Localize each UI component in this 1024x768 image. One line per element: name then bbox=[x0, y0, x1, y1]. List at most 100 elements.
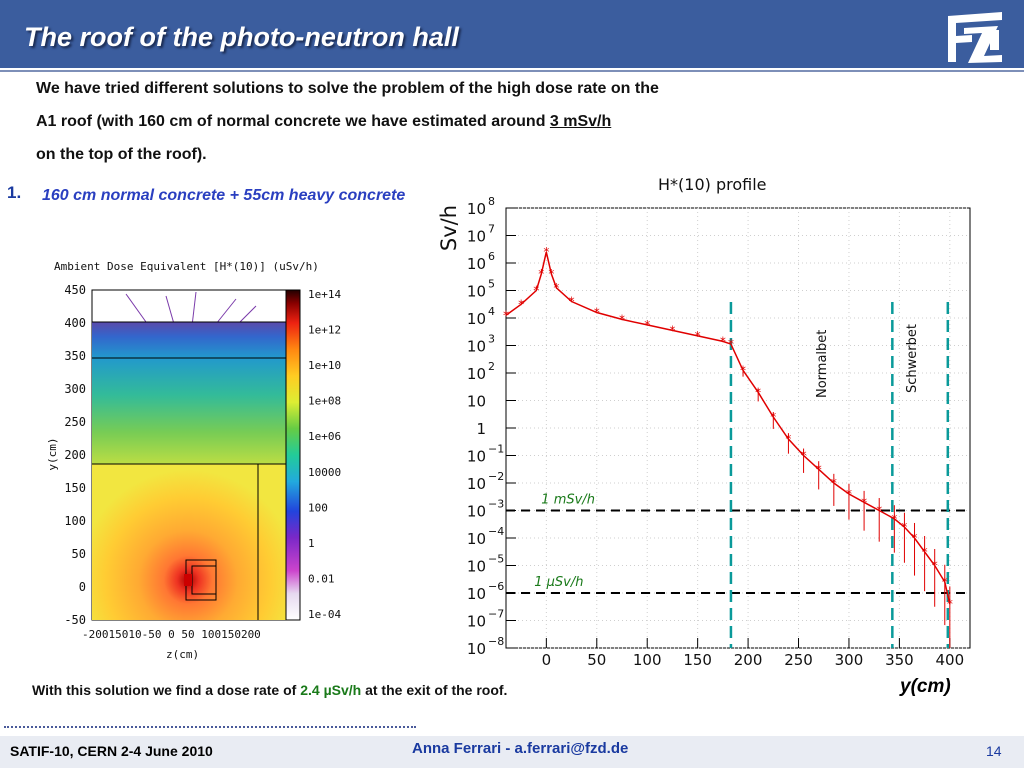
dose-estimate: 3 mSv/h bbox=[549, 113, 612, 130]
item-text: 160 cm normal concrete + 55cm heavy conc… bbox=[42, 187, 406, 204]
y-tick-label: 10 bbox=[467, 255, 486, 273]
conclusion: With this solution we find a dose rate o… bbox=[32, 682, 507, 698]
map-title: Ambient Dose Equivalent [H*(10)] (uSv/h) bbox=[54, 260, 319, 273]
map-y-tick-label: 300 bbox=[64, 382, 86, 396]
y-tick-label: 10 bbox=[467, 365, 486, 383]
x-tick-label: 0 bbox=[542, 651, 552, 668]
profile-point: * bbox=[543, 245, 549, 259]
footer-dotted-rule bbox=[4, 726, 416, 728]
y-tick-label: 10 bbox=[467, 228, 486, 246]
y-tick-exponent: −2 bbox=[488, 470, 504, 483]
y-tick-exponent: 8 bbox=[488, 195, 495, 208]
profile-point: * bbox=[644, 318, 650, 332]
header-divider bbox=[0, 70, 1024, 72]
profile-points: ********* * * * * * ****************** bbox=[503, 245, 953, 611]
y-tick-label: 1 bbox=[476, 420, 486, 438]
map-y-tick-label: 0 bbox=[79, 580, 86, 594]
profile-point: * bbox=[932, 559, 938, 573]
y-tick-exponent: −4 bbox=[488, 525, 504, 538]
x-tick-label: 350 bbox=[885, 651, 914, 668]
map-y-tick-label: 450 bbox=[64, 283, 86, 297]
map-y-ticks: 450 400 350 300 250 200 150 100 50 0 -50 bbox=[64, 283, 86, 627]
colorbar-tick-label: 1e+10 bbox=[308, 359, 341, 372]
profile-point: * bbox=[538, 267, 544, 281]
y-tick-exponent: −1 bbox=[488, 443, 504, 456]
profile-point: * bbox=[533, 284, 539, 298]
profile-point: * bbox=[669, 323, 675, 337]
map-y-tick-label: 200 bbox=[64, 448, 86, 462]
colorbar-tick-label: 100 bbox=[308, 501, 328, 514]
profile-point: * bbox=[728, 337, 734, 351]
y-tick-exponent: −3 bbox=[488, 498, 504, 511]
map-x-axis-label: z(cm) bbox=[166, 648, 199, 661]
profile-point: * bbox=[861, 495, 867, 509]
profile-point: * bbox=[695, 329, 701, 343]
x-tick-label: 200 bbox=[734, 651, 763, 668]
intro-line-2: A1 roof (with 160 cm of normal concrete … bbox=[36, 113, 611, 131]
profile-point: * bbox=[553, 281, 559, 295]
colorbar-tick-label: 1e-04 bbox=[308, 608, 341, 621]
shield-boundaries bbox=[729, 302, 950, 648]
y-tick-label: 10 bbox=[467, 448, 486, 466]
y-tick-label: 10 bbox=[467, 613, 486, 631]
y-tick-label: 10 bbox=[467, 310, 486, 328]
profile-point: * bbox=[891, 512, 897, 526]
y-tick-label: 10 bbox=[467, 475, 486, 493]
x-tick-label: 150 bbox=[683, 651, 712, 668]
map-x-ticks: -20015010-50 0 50 100150200 bbox=[82, 628, 261, 641]
profile-point: * bbox=[831, 476, 837, 490]
y-tick-label: 10 bbox=[467, 585, 486, 603]
y-tick-label: 10 bbox=[467, 200, 486, 218]
slide-title: The roof of the photo-neutron hall bbox=[24, 22, 459, 52]
map-lower-region bbox=[92, 464, 286, 620]
y-tick-label: 10 bbox=[467, 503, 486, 521]
colorbar-tick-label: 1 bbox=[308, 537, 315, 550]
profile-line bbox=[505, 251, 951, 605]
conclusion-text-pre: With this solution we find a dose rate o… bbox=[32, 682, 301, 698]
map-heavy-concrete bbox=[92, 358, 286, 464]
footer-bar bbox=[0, 736, 1024, 768]
colorbar-labels: 1e+14 1e+12 1e+10 1e+08 1e+06 10000 100 1 0.01 1e… bbox=[308, 288, 341, 621]
profile-point: * bbox=[876, 504, 882, 518]
profile-point: * bbox=[569, 295, 575, 309]
reference-lines: 1 mSv/h 1 µSv/h bbox=[506, 493, 970, 594]
map-y-tick-label: 350 bbox=[64, 349, 86, 363]
y-tick-label: 10 bbox=[467, 558, 486, 576]
map-y-tick-label: 400 bbox=[64, 316, 86, 330]
profile-point: * bbox=[947, 597, 953, 611]
x-tick-label: 100 bbox=[633, 651, 662, 668]
profile-title: H*(10) profile bbox=[658, 175, 767, 194]
profile-point: * bbox=[785, 432, 791, 446]
y-tick-label: 10 bbox=[467, 283, 486, 301]
reference-label: 1 µSv/h bbox=[534, 575, 583, 590]
conclusion-text-post: at the exit of the roof. bbox=[361, 682, 508, 698]
profile-point: * bbox=[755, 385, 761, 399]
profile-point: * bbox=[740, 363, 746, 377]
profile-point: * bbox=[503, 308, 509, 322]
fzd-logo-icon bbox=[948, 12, 1002, 63]
colorbar-tick-label: 1e+08 bbox=[308, 395, 341, 408]
x-tick-label: 50 bbox=[587, 651, 606, 668]
map-y-tick-label: 250 bbox=[64, 415, 86, 429]
map-air-region bbox=[92, 322, 286, 358]
y-tick-label: 10 bbox=[467, 640, 486, 658]
footer-conference: SATIF-10, CERN 2-4 June 2010 bbox=[10, 743, 213, 759]
colorbar-tick-label: 0.01 bbox=[308, 572, 335, 585]
item-number: 1. bbox=[7, 183, 22, 202]
y-tick-label: 10 bbox=[467, 530, 486, 548]
profile-point: * bbox=[594, 306, 600, 320]
profile-point: * bbox=[619, 312, 625, 326]
colorbar-tick-label: 1e+06 bbox=[308, 430, 341, 443]
profile-point: * bbox=[720, 334, 726, 348]
reference-label: 1 mSv/h bbox=[541, 493, 595, 508]
colorbar-tick-label: 10000 bbox=[308, 466, 341, 479]
y-tick-label: 10 bbox=[467, 393, 486, 411]
colorbar bbox=[285, 289, 301, 621]
dose-map-panel: Ambient Dose Equivalent [H*(10)] (uSv/h)… bbox=[46, 260, 341, 661]
intro-line-2-text: A1 roof (with 160 cm of normal concrete … bbox=[36, 113, 550, 130]
y-tick-exponent: 2 bbox=[488, 360, 495, 373]
profile-point: * bbox=[912, 531, 918, 545]
profile-x-ticks: 0 50 100 150 200 250 300 350 400 bbox=[542, 638, 964, 668]
